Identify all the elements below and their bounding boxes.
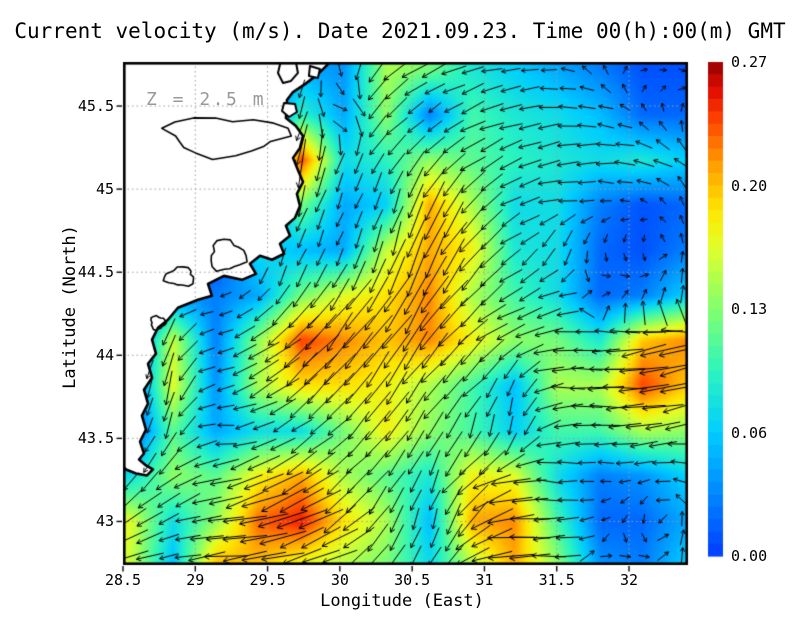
x-tick-label: 28.5	[104, 571, 142, 589]
colorbar-tick-label: 0.27	[731, 53, 768, 71]
x-tick-label: 31.5	[538, 571, 575, 589]
x-tick-label: 29.5	[249, 571, 286, 589]
x-tick-label: 29	[186, 571, 205, 589]
y-axis-label: Latitude (North)	[60, 225, 80, 389]
plot-title: Current velocity (m/s). Date 2021.09.23.…	[14, 19, 786, 43]
y-tick-label: 45.5	[77, 97, 114, 116]
depth-annotation: Z = 2.5 m	[146, 89, 267, 110]
y-tick-label: 44	[95, 346, 114, 365]
colorbar-tick-label: 0.00	[731, 547, 768, 565]
y-tick-label: 45	[95, 180, 114, 199]
colorbar-tick-label: 0.13	[731, 300, 768, 318]
colorbar-tick-label: 0.20	[731, 176, 768, 195]
x-tick-label: 31	[475, 571, 494, 589]
x-axis-label: Longitude (East)	[320, 591, 484, 611]
y-tick-label: 43	[95, 512, 114, 531]
y-tick-label: 43.5	[77, 429, 114, 448]
colorbar-tick-label: 0.06	[731, 423, 768, 442]
x-tick-label: 30.5	[394, 571, 431, 589]
y-tick-label: 44.5	[77, 263, 114, 282]
x-tick-label: 30	[330, 571, 349, 589]
x-tick-label: 32	[619, 571, 639, 589]
